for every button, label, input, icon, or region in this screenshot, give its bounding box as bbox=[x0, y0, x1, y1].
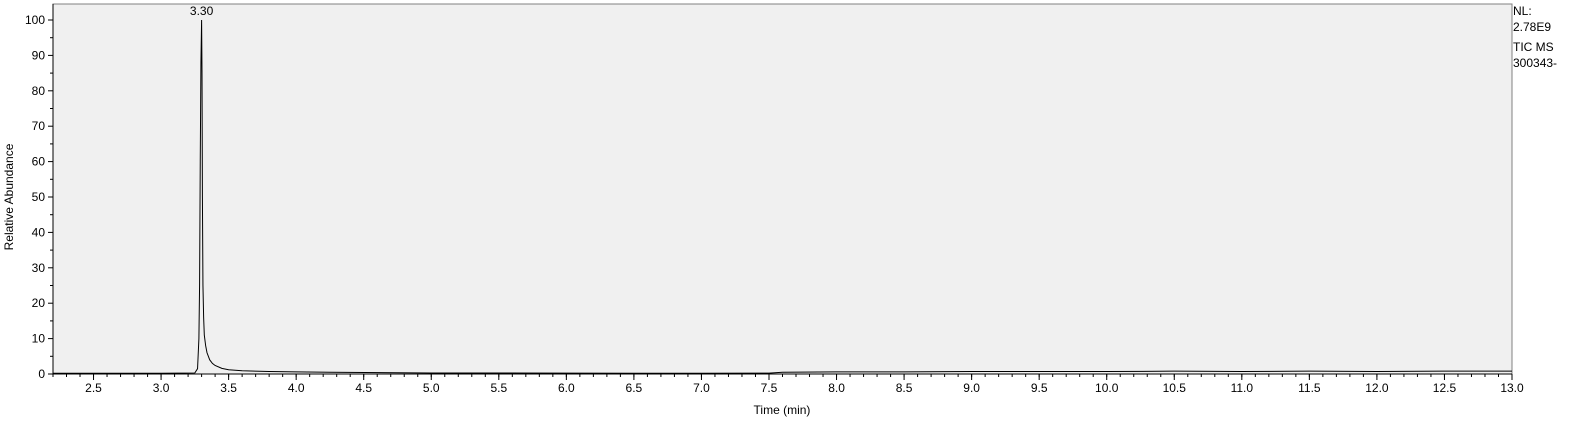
x-tick-label: 10.5 bbox=[1163, 381, 1187, 395]
x-tick-label: 6.0 bbox=[558, 381, 575, 395]
x-tick-label: 12.0 bbox=[1365, 381, 1389, 395]
y-tick-label: 80 bbox=[32, 84, 46, 98]
y-tick-label: 20 bbox=[32, 296, 46, 310]
x-tick-label: 7.0 bbox=[693, 381, 710, 395]
x-tick-label: 11.0 bbox=[1231, 381, 1254, 395]
x-tick-label: 2.5 bbox=[85, 381, 102, 395]
x-tick-label: 7.5 bbox=[761, 381, 778, 395]
x-tick-label: 3.5 bbox=[220, 381, 237, 395]
y-tick-label: 50 bbox=[32, 190, 46, 204]
x-tick-label: 5.0 bbox=[423, 381, 440, 395]
x-axis: 2.5 3.0 3.5 4.0 4.5 5.0 5.5 6.0 6.5 7.0 7.5 8.0 8.5 9… bbox=[52, 373, 1524, 395]
x-tick-label: 3.0 bbox=[153, 381, 170, 395]
y-axis: 0 10 20 30 40 50 60 70 80 90 100 bbox=[25, 4, 54, 381]
x-tick-label: 8.5 bbox=[896, 381, 913, 395]
nl-value: 2.78E9 bbox=[1513, 20, 1552, 34]
y-tick-label: 30 bbox=[32, 261, 46, 275]
scan-type: TIC MS bbox=[1513, 40, 1554, 54]
x-tick-label: 11.5 bbox=[1298, 381, 1321, 395]
x-tick-label: 9.5 bbox=[1031, 381, 1048, 395]
nl-label: NL: bbox=[1513, 4, 1532, 18]
y-tick-label: 40 bbox=[32, 225, 46, 239]
x-tick-label: 5.5 bbox=[490, 381, 507, 395]
x-tick-label: 9.0 bbox=[963, 381, 980, 395]
x-axis-title: Time (min) bbox=[754, 403, 811, 417]
x-tick-label: 6.5 bbox=[626, 381, 643, 395]
y-tick-label: 60 bbox=[32, 155, 46, 169]
plot-area bbox=[52, 3, 1513, 375]
x-tick-label: 10.0 bbox=[1095, 381, 1119, 395]
x-tick-label: 8.0 bbox=[828, 381, 845, 395]
peak-label: 3.30 bbox=[190, 4, 214, 18]
y-tick-label: 100 bbox=[25, 13, 45, 27]
y-tick-label: 90 bbox=[32, 48, 46, 62]
y-tick-label: 10 bbox=[32, 332, 46, 346]
y-tick-label: 0 bbox=[38, 367, 45, 381]
x-tick-label: 4.0 bbox=[288, 381, 305, 395]
x-tick-label: 13.0 bbox=[1500, 381, 1524, 395]
tic-trace-line bbox=[53, 19, 1512, 374]
x-tick-label: 4.5 bbox=[355, 381, 372, 395]
y-tick-label: 70 bbox=[32, 119, 46, 133]
file-name: 300343- bbox=[1513, 56, 1558, 70]
y-axis-title: Relative Abundance bbox=[2, 143, 16, 250]
x-tick-label: 12.5 bbox=[1433, 381, 1457, 395]
